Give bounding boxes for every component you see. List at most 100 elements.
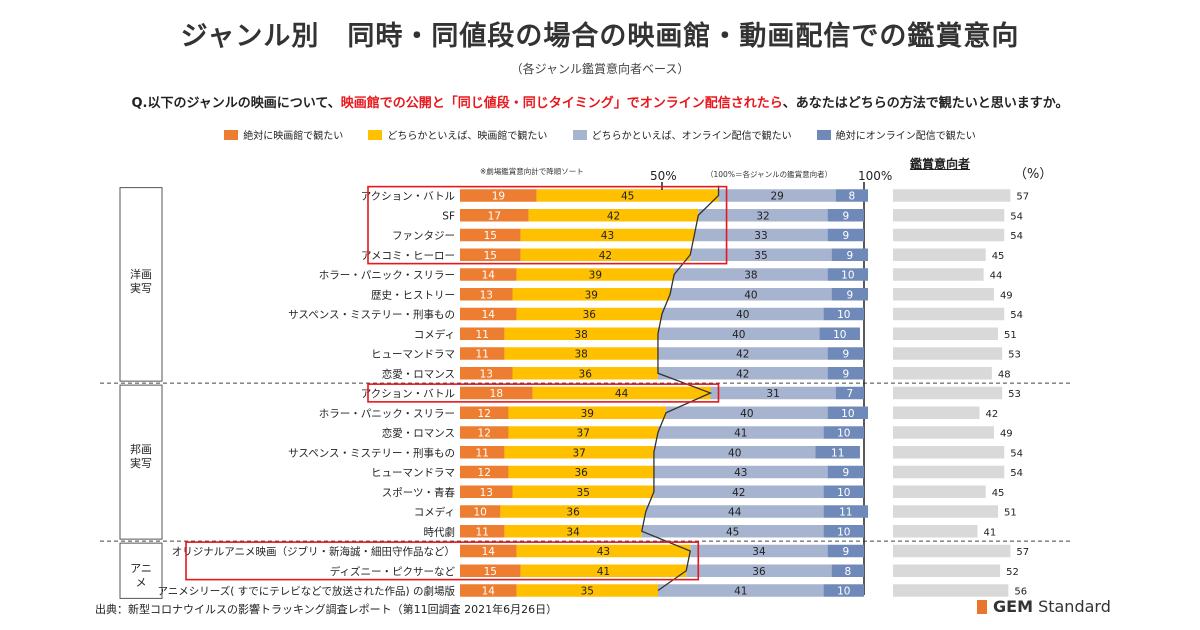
bar-value-label: 9 (842, 230, 849, 242)
question-suffix: 、あなたはどちらの方法で観たいと思いますか。 (782, 96, 1069, 111)
viewer-share-label: 53 (1008, 350, 1021, 361)
viewer-share-label: 45 (992, 251, 1005, 262)
legend-item: 絶対にオンライン配信で観たい (816, 127, 976, 142)
bar-value-label: 40 (728, 447, 741, 459)
bar-segment (645, 505, 824, 518)
bar-value-label: 42 (736, 349, 749, 361)
viewer-share-label: 49 (1000, 429, 1013, 440)
bar-value-label: 36 (575, 467, 589, 479)
category-label: ホラー・パニック・スリラー (319, 408, 455, 420)
bar-segment (823, 426, 864, 439)
bar-value-label: 10 (837, 309, 850, 321)
bar-value-label: 15 (484, 250, 497, 262)
category-label: 歴史・ヒストリー (371, 289, 455, 301)
category-label: サスペンス・ミステリー・刑事もの (288, 446, 455, 459)
bar-segment (460, 446, 505, 459)
bar-segment (512, 485, 654, 498)
legend-item: どちらかといえば、映画館で観たい (368, 127, 547, 142)
bar-segment (460, 307, 517, 321)
bar-value-label: 41 (734, 586, 747, 598)
highlight-box (367, 383, 720, 403)
bar-segment (653, 465, 828, 479)
bar-segment (831, 564, 864, 577)
category-label: コメディ (414, 506, 455, 519)
bar-segment (690, 248, 832, 261)
viewer-share-bar (893, 465, 1005, 479)
chart-title: ジャンル別 同時・同値段の場合の映画館・動画配信での鑑賞意向 (180, 21, 1020, 52)
bar-segment (508, 406, 667, 419)
bar-value-label: 36 (579, 368, 593, 380)
viewer-share-bar (893, 525, 978, 538)
viewer-share-bar (893, 367, 992, 380)
bar-value-label: 36 (566, 507, 580, 519)
bar-segment (827, 367, 864, 380)
bar-segment (835, 386, 864, 400)
bar-value-label: 13 (480, 368, 493, 380)
legend-swatch (572, 129, 587, 140)
bar-value-label: 39 (589, 270, 602, 282)
viewer-share-label: 54 (1010, 448, 1023, 459)
bar-segment (460, 228, 521, 242)
bar-value-label: 39 (581, 408, 594, 420)
category-label: オリジナルアニメ映画（ジブリ・新海誠・細田守作品など） (172, 545, 455, 558)
viewer-share-bar (893, 544, 1011, 558)
bar-value-label: 40 (744, 289, 757, 301)
bar-segment (460, 347, 505, 360)
bar-segment (460, 386, 533, 400)
bar-segment (718, 189, 836, 202)
base-note: （100%＝各ジャンルの鑑賞意向者） (706, 170, 833, 179)
bar-segment (508, 426, 658, 439)
brand-name-bold: GEM (993, 597, 1033, 616)
viewer-share-label: 51 (1004, 330, 1017, 341)
category-label: サスペンス・ミステリー・刑事もの (288, 308, 455, 321)
bar-value-label: 14 (482, 270, 496, 282)
bar-value-label: 14 (482, 309, 496, 321)
bar-value-label: 10 (837, 586, 850, 598)
legend-swatch (224, 129, 239, 140)
bar-value-label: 45 (726, 526, 739, 538)
bar-value-label: 17 (488, 210, 501, 222)
bar-segment (823, 485, 864, 498)
bar-segment (670, 288, 832, 301)
category-label: アクション・バトル (361, 388, 455, 400)
bar-segment (460, 505, 501, 518)
legend: 絶対に映画館で観たい どちらかといえば、映画館で観たい どちらかといえば、オンラ… (0, 127, 1200, 143)
bar-segment (460, 544, 517, 558)
bar-value-label: 12 (478, 467, 491, 479)
group-label-western-live: 洋画 実写 (130, 268, 152, 295)
viewer-share-bar (893, 564, 1001, 577)
percent-unit-label: （%） (1014, 167, 1053, 182)
bar-value-label: 9 (842, 546, 849, 558)
legend-label: どちらかといえば、映画館で観たい (387, 131, 548, 142)
viewer-share-label: 41 (983, 527, 996, 538)
bar-value-label: 36 (752, 566, 766, 578)
bar-segment (460, 327, 505, 340)
bar-segment (641, 525, 824, 538)
bar-segment (710, 386, 836, 400)
bar-segment (831, 288, 869, 301)
bar-value-label: 34 (752, 546, 766, 558)
bar-value-label: 41 (597, 566, 610, 578)
viewer-share-label: 54 (1010, 211, 1023, 222)
viewer-share-bar (893, 228, 1005, 242)
bar-segment (823, 307, 864, 321)
bar-value-label: 37 (572, 447, 585, 459)
sort-note: ※劇場鑑賞意向計で降順ソート (480, 167, 584, 176)
category-label: 恋愛・ロマンス (382, 367, 455, 380)
legend-swatch (816, 129, 831, 140)
chart-subtitle: （各ジャンル鑑賞意向者ベース） (510, 62, 690, 76)
bar-segment (516, 307, 662, 321)
bar-value-label: 11 (476, 349, 489, 361)
bar-segment (460, 209, 529, 222)
legend-label: 絶対に映画館で観たい (243, 131, 344, 142)
bar-segment (827, 406, 869, 419)
brand-name: GEM Standard (993, 597, 1111, 616)
bar-segment (686, 564, 832, 577)
bar-segment (827, 228, 864, 242)
bar-segment (698, 209, 828, 222)
bar-segment (657, 347, 828, 360)
bar-value-label: 9 (847, 250, 854, 262)
bar-segment (694, 228, 828, 242)
bar-value-label: 11 (476, 447, 489, 459)
